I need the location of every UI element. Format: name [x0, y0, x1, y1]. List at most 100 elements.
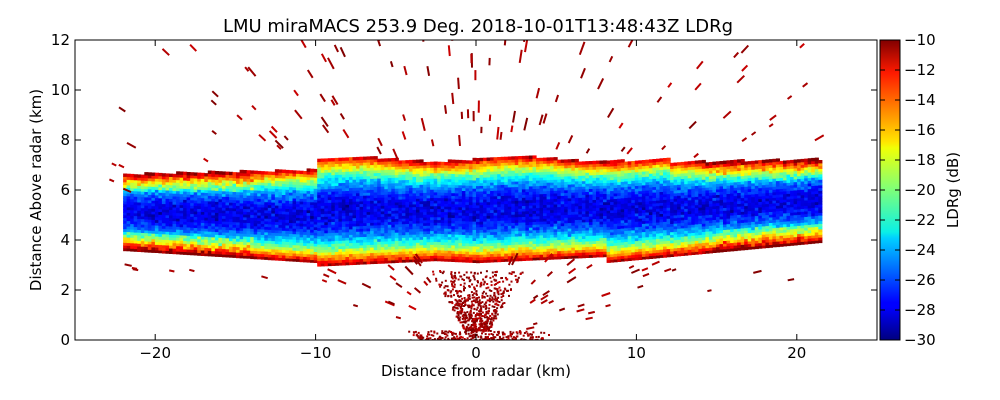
- cloud-cell: [458, 234, 463, 238]
- cloud-cell: [278, 240, 283, 245]
- cloud-cell: [514, 246, 519, 251]
- cloud-cell: [317, 211, 322, 215]
- cloud-cell: [571, 208, 576, 212]
- cloud-cell: [151, 200, 156, 204]
- cloud-cell: [606, 226, 611, 230]
- cloud-cell: [578, 169, 583, 174]
- cloud-cell: [133, 220, 138, 225]
- cloud-cell: [366, 159, 371, 163]
- cloud-cell: [158, 181, 163, 185]
- cloud-cell: [553, 214, 558, 219]
- cloud-cell: [183, 251, 188, 255]
- cloud-cell: [331, 229, 336, 233]
- cloud-cell: [394, 229, 399, 233]
- cloud-cell: [433, 200, 438, 204]
- cloud-cell: [543, 234, 548, 238]
- cloud-cell: [479, 177, 484, 181]
- cloud-cell: [606, 218, 611, 222]
- cloud-cell: [165, 236, 170, 240]
- cloud-cell: [581, 183, 586, 187]
- cloud-cell: [511, 159, 516, 163]
- cloud-cell: [271, 257, 276, 261]
- cloud-cell: [359, 189, 364, 194]
- cloud-cell: [433, 222, 438, 226]
- cloud-cell: [391, 188, 396, 192]
- cloud-cell: [232, 180, 237, 184]
- cloud-cell: [476, 182, 481, 187]
- cloud-cell: [172, 242, 177, 246]
- cloud-cell: [186, 251, 191, 256]
- cloud-cell: [553, 250, 558, 254]
- cloud-cell: [440, 200, 445, 204]
- cloud-cell: [419, 203, 424, 207]
- cloud-cell: [458, 239, 463, 244]
- cloud-cell: [521, 164, 526, 168]
- cloud-cell: [274, 185, 279, 190]
- cloud-cell: [437, 169, 442, 174]
- cloud-cell: [578, 180, 583, 185]
- cloud-cell: [511, 194, 516, 199]
- cloud-cell: [606, 237, 611, 241]
- cloud-cell: [211, 234, 216, 238]
- cloud-cell: [581, 161, 586, 165]
- cloud-cell: [525, 185, 530, 190]
- cloud-cell: [454, 209, 459, 213]
- cloud-cell: [483, 190, 488, 195]
- cloud-cell: [239, 216, 244, 220]
- cloud-cell: [317, 167, 322, 171]
- cloud-cell: [317, 235, 322, 240]
- cloud-cell: [349, 237, 354, 241]
- cloud-cell: [507, 170, 512, 174]
- cloud-cell: [296, 236, 301, 240]
- cloud-cell: [472, 223, 477, 228]
- cloud-cell: [624, 249, 629, 253]
- cloud-cell: [581, 169, 586, 173]
- cloud-cell: [624, 213, 629, 218]
- cloud-cell: [373, 167, 378, 171]
- cloud-cell: [214, 248, 219, 252]
- cloud-cell: [370, 161, 375, 166]
- cloud-cell: [493, 247, 498, 252]
- cloud-cell: [419, 197, 424, 202]
- cloud-cell: [204, 203, 209, 207]
- cloud-cell: [574, 169, 579, 174]
- cloud-cell: [507, 162, 512, 166]
- cloud-cell: [232, 243, 237, 247]
- cloud-cell: [377, 175, 382, 179]
- cloud-cell: [394, 163, 399, 167]
- cloud-cell: [211, 201, 216, 205]
- cloud-cell: [296, 184, 301, 188]
- cloud-cell: [165, 209, 170, 213]
- cloud-cell: [289, 183, 294, 188]
- cloud-cell: [472, 188, 477, 192]
- cloud-cell: [574, 222, 579, 226]
- cloud-cell: [451, 192, 456, 196]
- cloud-cell: [532, 246, 537, 250]
- cloud-cell: [479, 237, 484, 241]
- cloud-cell: [490, 193, 495, 197]
- cloud-cell: [578, 175, 583, 179]
- cloud-cell: [126, 237, 131, 241]
- cloud-cell: [624, 244, 629, 248]
- cloud-cell: [257, 170, 262, 175]
- cloud-cell: [476, 237, 481, 242]
- cloud-cell: [267, 254, 272, 258]
- cloud-cell: [617, 170, 622, 174]
- cloud-cell: [345, 237, 350, 241]
- cloud-cell: [239, 175, 244, 179]
- cloud-cell: [567, 244, 572, 248]
- cloud-cell: [419, 178, 424, 183]
- cloud-cell: [483, 237, 488, 241]
- cloud-cell: [546, 198, 551, 203]
- cloud-cell: [380, 188, 385, 193]
- cloud-cell: [236, 227, 241, 231]
- cloud-cell: [461, 228, 466, 233]
- cloud-cell: [359, 209, 364, 213]
- cloud-cell: [271, 237, 276, 242]
- cloud-cell: [380, 172, 385, 176]
- cloud-cell: [574, 186, 579, 190]
- cloud-cell: [130, 204, 135, 208]
- cloud-cell: [334, 171, 339, 175]
- cloud-cell: [123, 195, 128, 199]
- cloud-cell: [384, 216, 389, 220]
